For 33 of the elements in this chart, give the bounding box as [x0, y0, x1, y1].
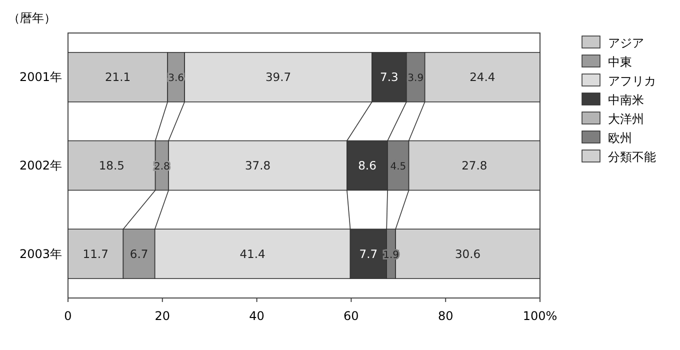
y-axis-title: （暦年） [8, 11, 56, 25]
legend-label: 中南米 [608, 93, 644, 107]
legend-label: 欧州 [608, 131, 632, 145]
x-tick-label: 0 [64, 309, 72, 323]
y-tick-label: 2003年 [19, 246, 62, 261]
data-label: 39.7 [265, 70, 292, 84]
y-tick-label: 2001年 [19, 70, 62, 84]
data-label: 7.3 [380, 70, 398, 84]
data-label: 37.8 [244, 158, 271, 172]
data-label: 41.4 [240, 246, 266, 261]
data-label: 18.5 [98, 158, 124, 172]
data-label: 27.8 [462, 158, 488, 172]
data-label: 3.6 [168, 73, 184, 84]
data-label: 30.6 [454, 246, 481, 261]
legend-label: 分類不能 [608, 150, 656, 164]
data-label: 21.1 [104, 70, 131, 84]
x-tick-label: 20 [154, 309, 170, 323]
data-label: 24.4 [470, 70, 496, 84]
x-tick-label: 100% [522, 309, 558, 323]
y-tick-label: 2002年 [19, 158, 62, 172]
legend-label: 大洋州 [608, 112, 644, 126]
data-label: 8.6 [358, 158, 376, 172]
x-tick-label: 40 [249, 309, 264, 323]
legend-label: 中東 [608, 55, 632, 69]
x-tick-label: 80 [438, 309, 454, 323]
data-label: 7.7 [359, 246, 378, 261]
data-label: 3.9 [408, 73, 424, 84]
x-tick-label: 60 [344, 309, 359, 323]
data-label: 4.5 [390, 162, 406, 172]
legend-label: アジア [608, 36, 644, 50]
data-label: 11.7 [82, 246, 108, 261]
legend-label: アフリカ [608, 74, 656, 88]
data-label: 6.7 [130, 246, 148, 261]
